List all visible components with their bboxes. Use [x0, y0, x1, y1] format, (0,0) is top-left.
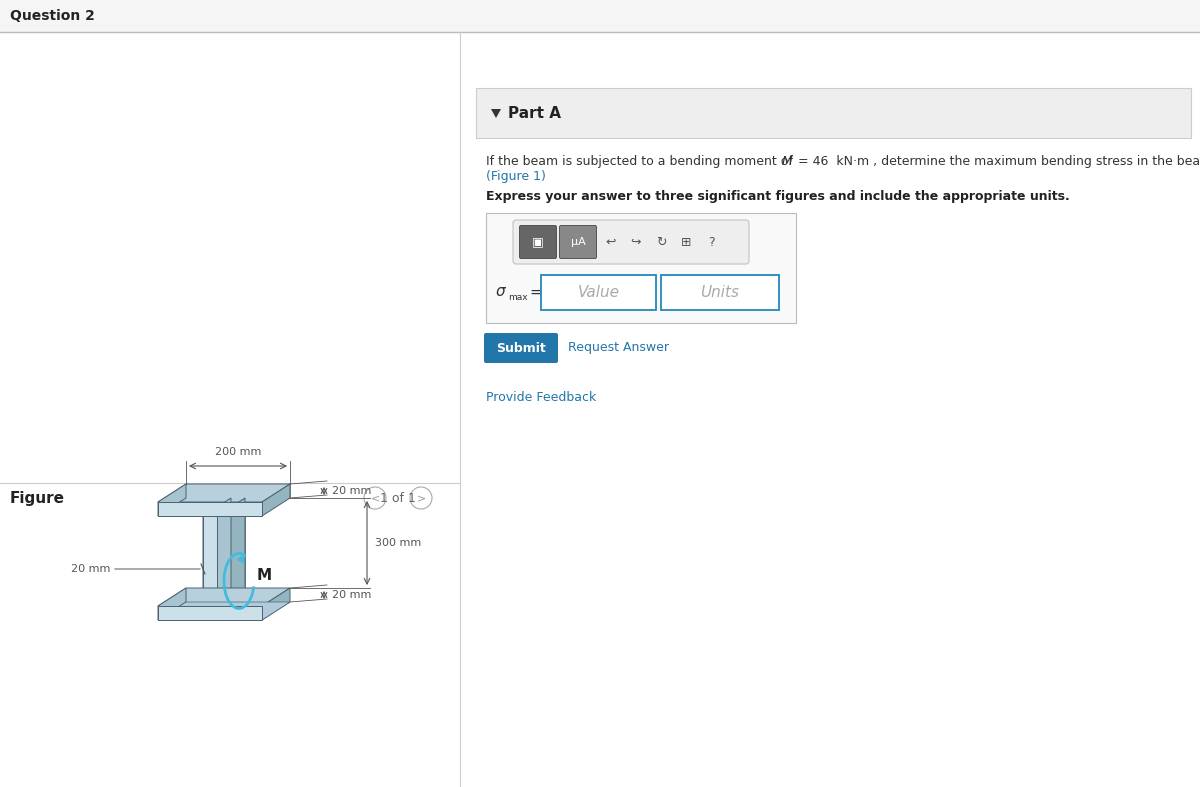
Text: $\sigma$: $\sigma$ — [494, 284, 508, 300]
Text: M: M — [257, 568, 272, 583]
Bar — [661, 275, 779, 310]
Bar — [476, 88, 1190, 138]
Text: Request Answer: Request Answer — [568, 342, 670, 354]
Polygon shape — [158, 606, 262, 620]
Bar — [541, 275, 656, 310]
Polygon shape — [158, 602, 290, 620]
Polygon shape — [203, 498, 230, 606]
Polygon shape — [158, 484, 186, 516]
Text: Submit: Submit — [496, 342, 546, 354]
Text: = 46  kN·m , determine the maximum bending stress in the beam.: = 46 kN·m , determine the maximum bendin… — [794, 155, 1200, 168]
Text: max: max — [508, 294, 528, 302]
Text: Provide Feedback: Provide Feedback — [486, 391, 596, 404]
Text: 20 mm: 20 mm — [332, 590, 371, 600]
Text: Express your answer to three significant figures and include the appropriate uni: Express your answer to three significant… — [486, 190, 1069, 203]
Bar — [486, 213, 796, 323]
Text: 20 mm: 20 mm — [332, 486, 371, 496]
Text: ⊞: ⊞ — [680, 235, 691, 249]
Text: 200 mm: 200 mm — [215, 447, 262, 457]
Polygon shape — [217, 498, 245, 606]
Text: =: = — [529, 284, 541, 300]
Text: ↩: ↩ — [606, 235, 617, 249]
Text: If the beam is subjected to a bending moment of: If the beam is subjected to a bending mo… — [486, 155, 797, 168]
Bar — [541, 275, 656, 310]
FancyBboxPatch shape — [484, 333, 558, 363]
Polygon shape — [158, 484, 290, 502]
Polygon shape — [203, 516, 217, 606]
Polygon shape — [158, 588, 186, 620]
Text: <: < — [371, 493, 379, 503]
Text: µA: µA — [571, 237, 586, 247]
Text: >: > — [416, 493, 426, 503]
Polygon shape — [262, 484, 290, 516]
Text: Value: Value — [577, 285, 619, 300]
Bar — [476, 88, 1190, 138]
FancyBboxPatch shape — [520, 226, 557, 258]
Polygon shape — [158, 502, 262, 516]
Text: 20 mm: 20 mm — [71, 564, 110, 574]
Bar — [0, 0, 1200, 32]
FancyBboxPatch shape — [514, 220, 749, 264]
Text: Part A: Part A — [508, 105, 562, 120]
Text: $M$: $M$ — [781, 155, 793, 168]
Text: Question 2: Question 2 — [10, 9, 95, 23]
Polygon shape — [186, 484, 290, 498]
FancyBboxPatch shape — [559, 226, 596, 258]
Text: ↪: ↪ — [631, 235, 641, 249]
Text: (Figure 1): (Figure 1) — [486, 170, 546, 183]
Text: ?: ? — [708, 235, 714, 249]
Text: Units: Units — [701, 285, 739, 300]
Text: ▣: ▣ — [532, 235, 544, 249]
Text: Figure: Figure — [10, 490, 65, 505]
Text: 300 mm: 300 mm — [374, 538, 421, 548]
Polygon shape — [262, 588, 290, 620]
Text: 1 of 1: 1 of 1 — [380, 492, 416, 504]
Polygon shape — [230, 498, 245, 588]
Bar — [486, 213, 796, 323]
Bar — [661, 275, 779, 310]
Polygon shape — [491, 109, 502, 118]
Text: ↻: ↻ — [655, 235, 666, 249]
Polygon shape — [158, 588, 290, 606]
